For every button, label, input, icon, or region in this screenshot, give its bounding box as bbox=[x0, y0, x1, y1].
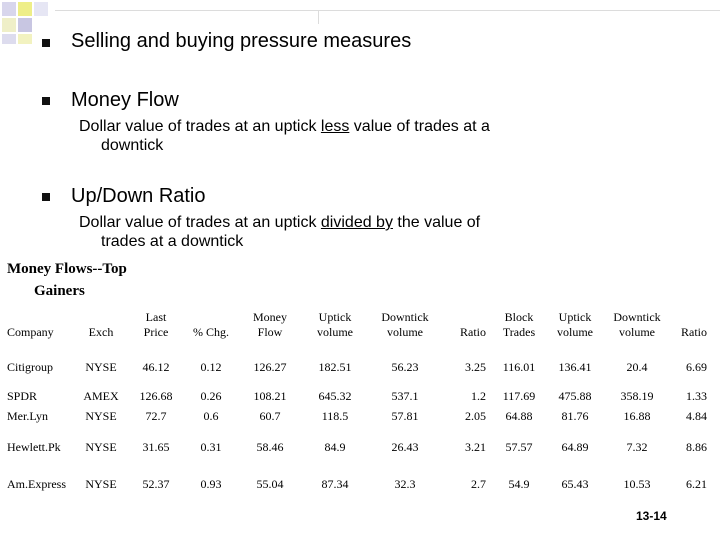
column-header: % Chg. bbox=[193, 325, 229, 339]
table-cell: 3.25 bbox=[465, 360, 486, 374]
bullet-marker bbox=[42, 39, 50, 47]
table-cell: 358.19 bbox=[620, 389, 654, 403]
top-rule-tick bbox=[318, 10, 319, 24]
bullet-marker bbox=[42, 193, 50, 201]
table-cell: 54.9 bbox=[508, 477, 530, 491]
bullet-up-down-ratio: Up/Down Ratio bbox=[71, 185, 206, 207]
table-cell: 64.88 bbox=[505, 409, 533, 423]
table-cell: 52.37 bbox=[142, 477, 170, 491]
bullet-marker bbox=[42, 97, 50, 105]
money-flows-title: Money Flows--Top Gainers bbox=[7, 261, 127, 299]
table-cell: 7.32 bbox=[626, 440, 648, 454]
table-row-company: Am.Express bbox=[7, 477, 66, 491]
table-cell: 118.5 bbox=[321, 409, 349, 423]
table-cell: 31.65 bbox=[142, 440, 170, 454]
table-cell: 56.23 bbox=[391, 360, 419, 374]
table-cell: AMEX bbox=[83, 389, 119, 403]
table-cell: 58.46 bbox=[256, 440, 284, 454]
column-header: Ratio bbox=[460, 325, 486, 339]
table-cell: 57.57 bbox=[505, 440, 533, 454]
page-number: 13-14 bbox=[636, 509, 667, 523]
table-cell: 57.81 bbox=[391, 409, 419, 423]
table-cell: 475.88 bbox=[558, 389, 592, 403]
money-flow-definition: Dollar value of trades at an uptick less… bbox=[79, 118, 490, 154]
table-cell: 81.76 bbox=[561, 409, 589, 423]
bullet-money-flow: Money Flow bbox=[71, 89, 179, 111]
table-cell: 55.04 bbox=[256, 477, 284, 491]
column-header: Exch bbox=[88, 325, 114, 339]
table-cell: 4.84 bbox=[686, 409, 707, 423]
table-cell: 0.12 bbox=[200, 360, 222, 374]
column-header: Downtick volume bbox=[613, 310, 661, 339]
table-cell: 0.31 bbox=[200, 440, 222, 454]
table-cell: 126.27 bbox=[253, 360, 287, 374]
table-cell: 10.53 bbox=[623, 477, 651, 491]
table-row-company: Mer.Lyn bbox=[7, 409, 48, 423]
table-cell: 60.7 bbox=[259, 409, 281, 423]
table-cell: 6.21 bbox=[686, 477, 707, 491]
table-cell: 26.43 bbox=[391, 440, 419, 454]
table-cell: 645.32 bbox=[318, 389, 352, 403]
table-cell: 2.05 bbox=[465, 409, 486, 423]
column-header: Ratio bbox=[681, 325, 707, 339]
table-cell: 117.69 bbox=[502, 389, 536, 403]
table-cell: 0.26 bbox=[200, 389, 222, 403]
table-cell: 65.43 bbox=[561, 477, 589, 491]
table-cell: 1.33 bbox=[686, 389, 707, 403]
table-cell: 87.34 bbox=[321, 477, 349, 491]
table-cell: 1.2 bbox=[471, 389, 486, 403]
column-header: Money Flow bbox=[253, 310, 287, 339]
bullet-selling-buying: Selling and buying pressure measures bbox=[71, 30, 412, 52]
table-cell: 0.93 bbox=[200, 477, 222, 491]
table-cell: 20.4 bbox=[626, 360, 648, 374]
table-cell: 8.86 bbox=[686, 440, 707, 454]
table-cell: 537.1 bbox=[391, 389, 419, 403]
table-cell: 72.7 bbox=[145, 409, 167, 423]
table-cell: 3.21 bbox=[465, 440, 486, 454]
column-header: Uptick volume bbox=[317, 310, 353, 339]
table-cell: 116.01 bbox=[502, 360, 536, 374]
top-rule bbox=[55, 10, 720, 11]
table-row-company: SPDR bbox=[7, 389, 38, 403]
corner-squares-decoration bbox=[2, 2, 48, 44]
column-header: Block Trades bbox=[502, 310, 536, 339]
table-cell: NYSE bbox=[85, 440, 117, 454]
table-cell: 84.9 bbox=[324, 440, 346, 454]
table-cell: NYSE bbox=[85, 360, 117, 374]
column-header: Last Price bbox=[143, 310, 169, 339]
column-header: Uptick volume bbox=[557, 310, 593, 339]
column-header: Downtick volume bbox=[381, 310, 429, 339]
table-cell: NYSE bbox=[85, 477, 117, 491]
column-header: Company bbox=[7, 325, 54, 339]
table-cell: 16.88 bbox=[623, 409, 651, 423]
table-cell: 126.68 bbox=[139, 389, 173, 403]
table-cell: 0.6 bbox=[203, 409, 219, 423]
table-cell: 6.69 bbox=[686, 360, 707, 374]
table-cell: 46.12 bbox=[142, 360, 170, 374]
table-cell: 32.3 bbox=[394, 477, 416, 491]
table-row-company: Citigroup bbox=[7, 360, 54, 374]
table-cell: 136.41 bbox=[558, 360, 592, 374]
table-cell: NYSE bbox=[85, 409, 117, 423]
table-cell: 64.89 bbox=[561, 440, 589, 454]
table-cell: 2.7 bbox=[471, 477, 486, 491]
table-cell: 108.21 bbox=[253, 389, 287, 403]
table-cell: 182.51 bbox=[318, 360, 352, 374]
up-down-ratio-definition: Dollar value of trades at an uptick divi… bbox=[79, 214, 481, 250]
table-row-company: Hewlett.Pk bbox=[7, 440, 61, 454]
